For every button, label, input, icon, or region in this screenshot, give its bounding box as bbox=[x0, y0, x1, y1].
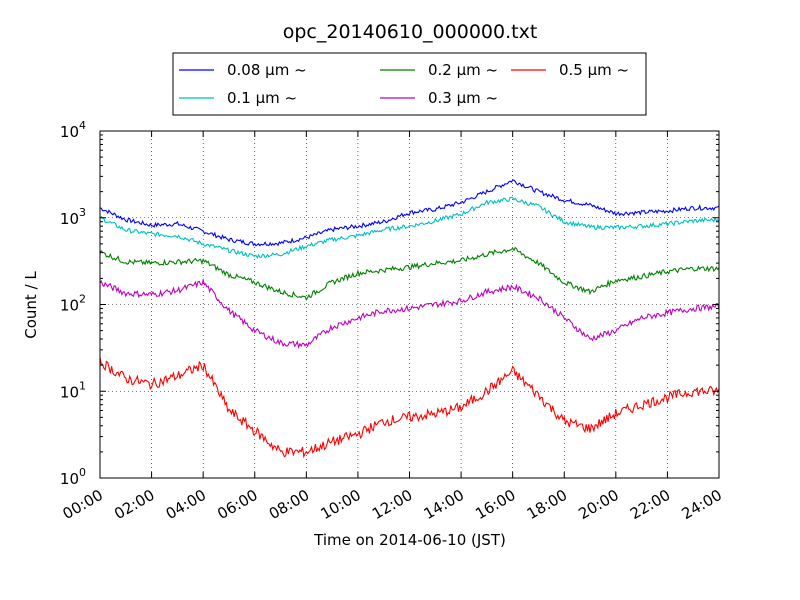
y-tick-label-exponent: 4 bbox=[79, 119, 86, 132]
x-axis-label: Time on 2014-06-10 (JST) bbox=[313, 531, 506, 549]
y-tick-label-base: 10 bbox=[60, 210, 79, 228]
legend-label: 0.08 μm ~ bbox=[227, 61, 307, 79]
y-tick-label: 102 bbox=[60, 293, 86, 315]
legend-label: 0.1 μm ~ bbox=[227, 89, 297, 107]
series-line bbox=[99, 277, 720, 350]
legend-label: 0.2 μm ~ bbox=[428, 61, 498, 79]
series-line bbox=[99, 246, 720, 301]
y-tick-label: 103 bbox=[60, 206, 86, 228]
y-tick-label-exponent: 0 bbox=[79, 466, 86, 479]
series-layer bbox=[99, 179, 720, 459]
y-tick-label-exponent: 1 bbox=[79, 379, 86, 392]
series-line bbox=[99, 356, 720, 459]
y-tick-label-base: 10 bbox=[60, 123, 79, 141]
legend: 0.08 μm ~ 0.1 μm ~ 0.2 μm ~ 0.3 μm ~ 0.5 μm … bbox=[172, 52, 647, 116]
y-tick-label: 101 bbox=[60, 379, 86, 401]
y-axis-label: Count / L bbox=[22, 271, 40, 339]
series-line bbox=[99, 196, 720, 260]
y-tick-label-exponent: 2 bbox=[79, 293, 86, 306]
series-line bbox=[99, 179, 720, 247]
legend-box bbox=[172, 52, 647, 116]
y-tick-label: 100 bbox=[60, 466, 86, 488]
legend-label: 0.3 μm ~ bbox=[428, 89, 498, 107]
y-tick-label-base: 10 bbox=[60, 297, 79, 315]
legend-label: 0.5 μm ~ bbox=[559, 61, 629, 79]
y-tick-label-base: 10 bbox=[60, 470, 79, 488]
y-tick-label-base: 10 bbox=[60, 383, 79, 401]
chart-title: opc_20140610_000000.txt bbox=[283, 21, 538, 43]
y-tick-label-exponent: 3 bbox=[79, 206, 86, 219]
y-tick-label: 104 bbox=[60, 119, 86, 141]
